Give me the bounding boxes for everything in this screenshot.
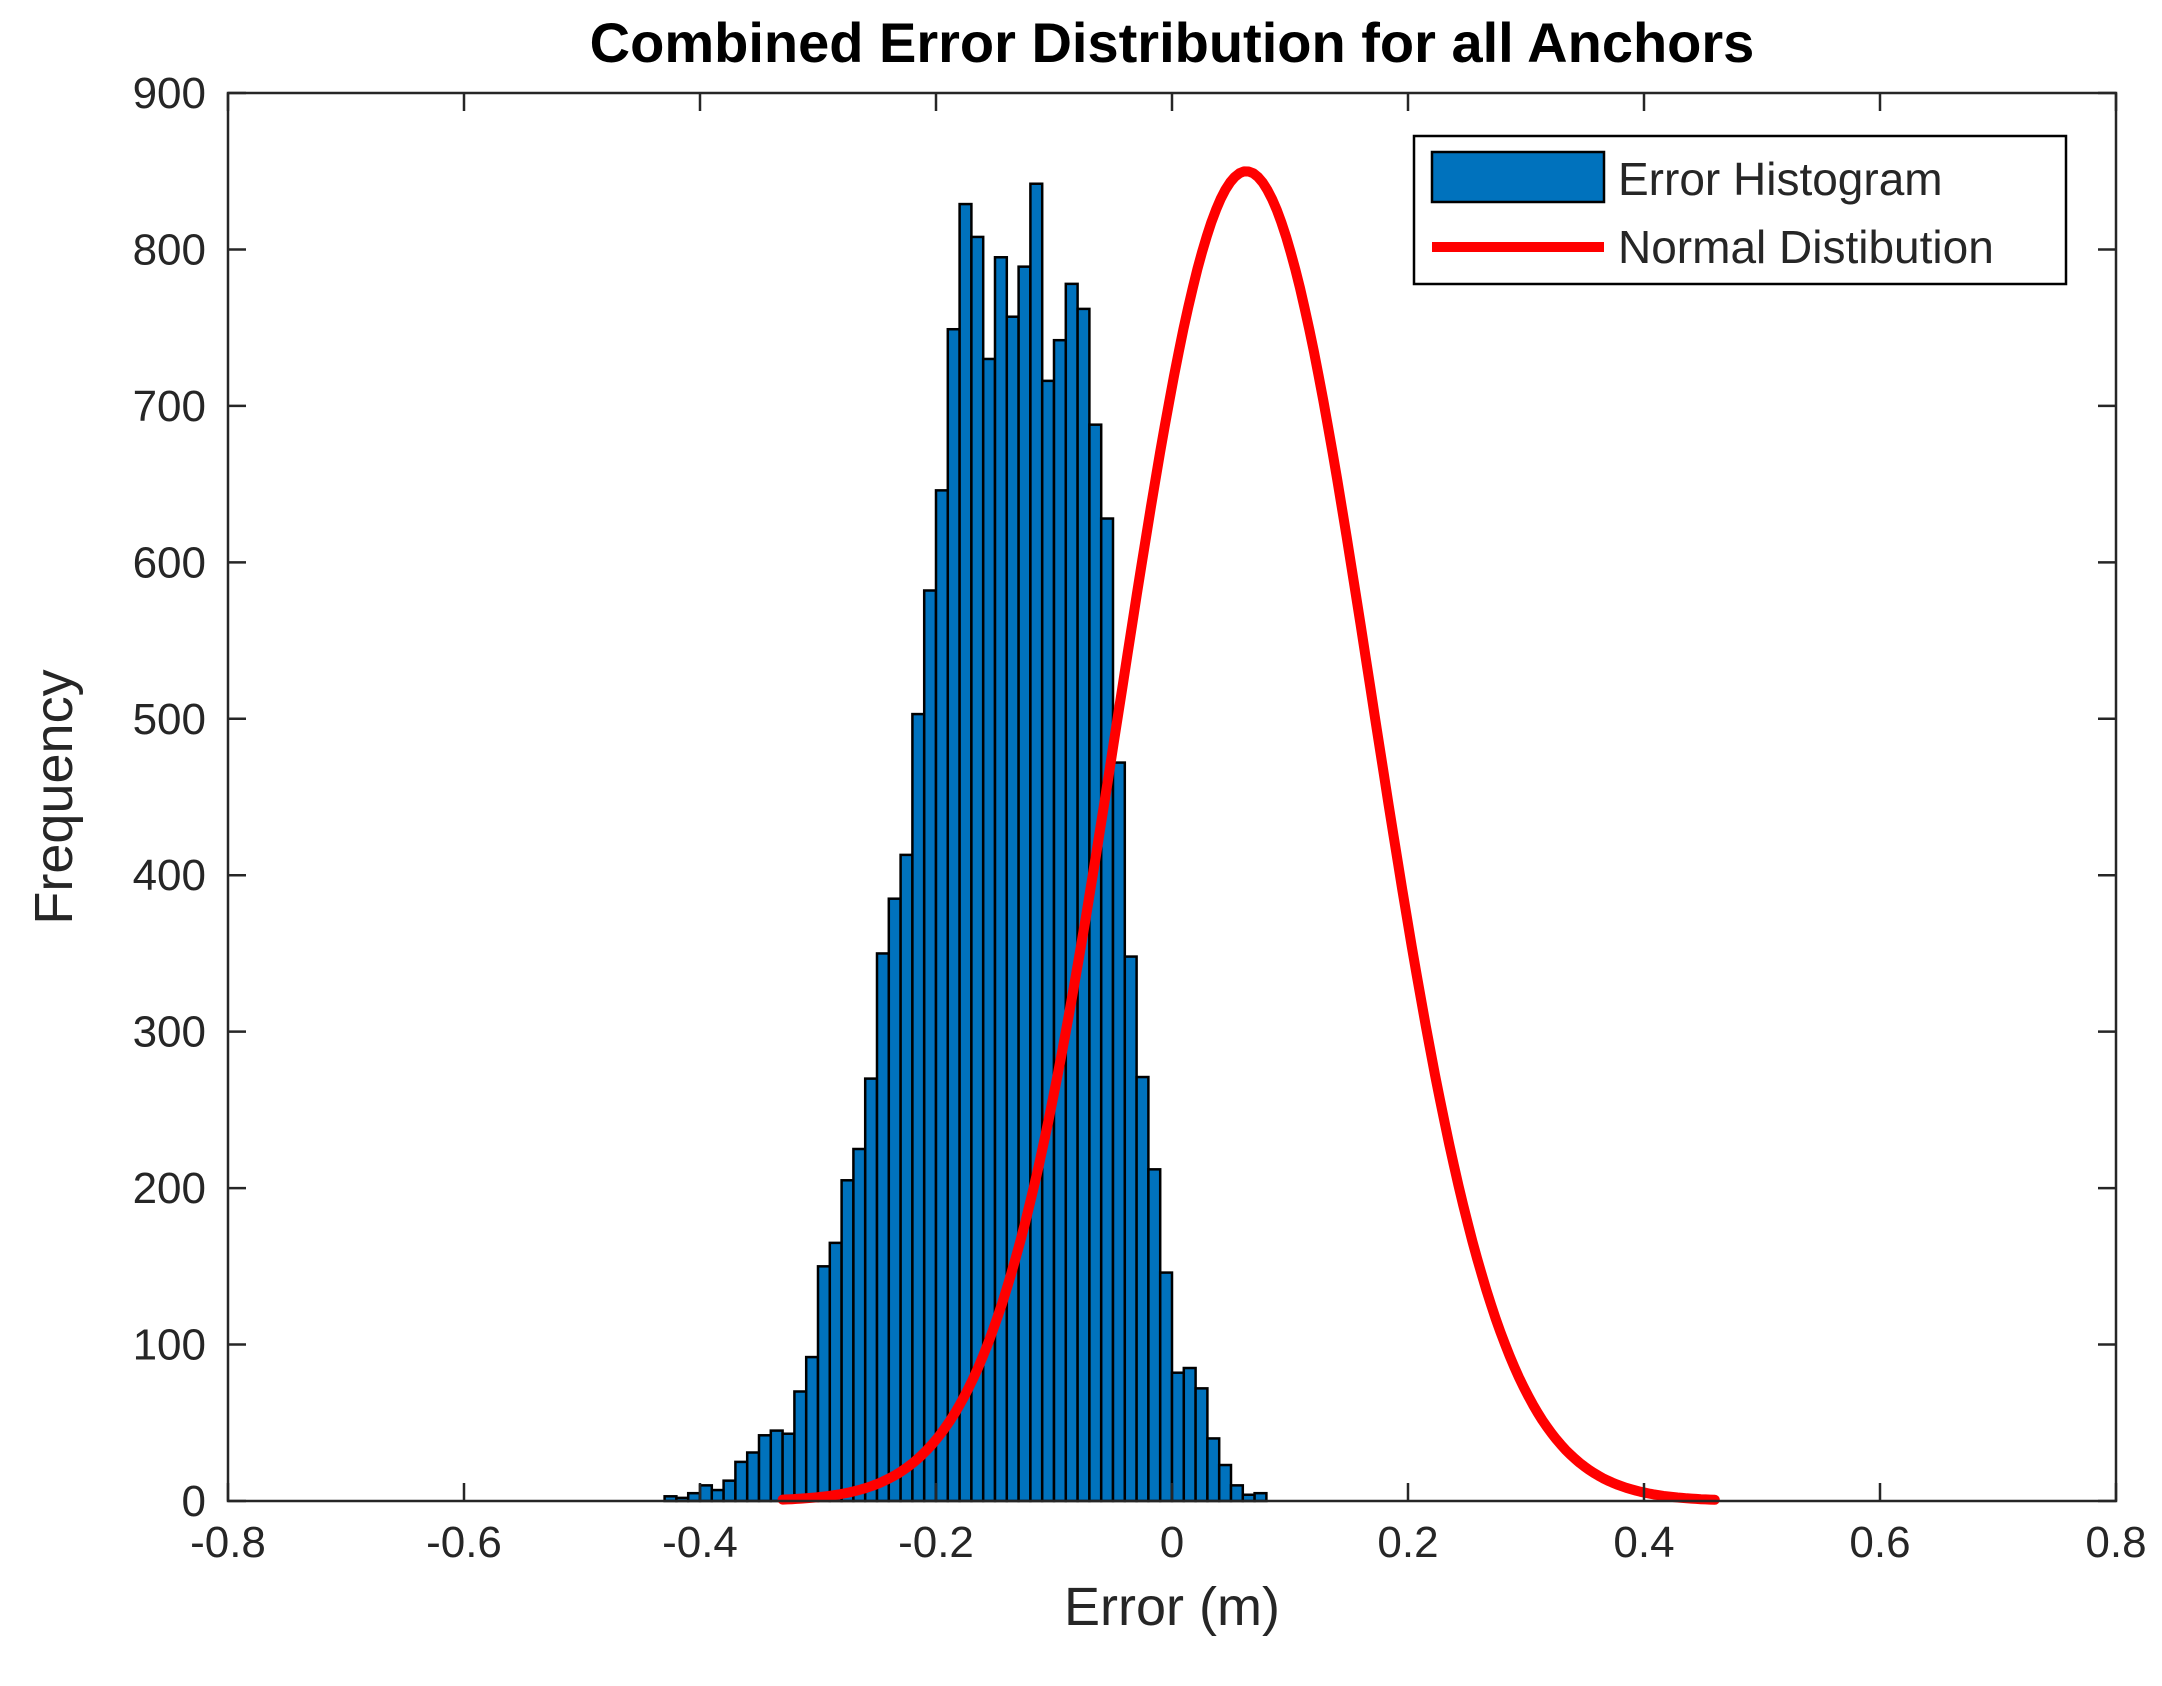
histogram-bar [1229,1484,1245,1503]
x-axis-label: Error (m) [1064,1577,1280,1637]
histogram-bar [899,853,914,1503]
histogram-bar [1147,1168,1162,1503]
x-tick-label: -0.4 [662,1518,738,1567]
histogram-bar [1182,1366,1197,1503]
histogram-bar [828,1241,843,1503]
histogram-bar [1040,379,1056,1503]
histogram-bar [1029,182,1044,1503]
histogram-bar [958,202,973,1503]
y-tick-label: 400 [133,851,206,900]
histogram-bar [946,327,961,1503]
y-tick-label: 300 [133,1008,206,1057]
legend-histogram-swatch [1430,150,1606,204]
x-tick-label: 0 [1160,1518,1184,1567]
histogram-bar [1017,265,1032,1503]
histogram-bar [1099,517,1115,1503]
x-tick-label: 0.2 [1377,1518,1438,1567]
histogram-bar [722,1479,737,1503]
y-axis-label: Frequency [24,669,84,924]
x-tick-label: -0.8 [190,1518,266,1567]
histogram-bar [922,589,938,1503]
histogram-bar [840,1179,855,1503]
y-tick-label: 200 [133,1164,206,1213]
y-axis-ticks: 0 100 200 300 400 500 600 700 800 900 [133,69,2116,1526]
histogram-bar [1135,1075,1150,1503]
histogram-bar [863,1077,879,1503]
histogram-bar [804,1355,820,1503]
histogram-bar [970,235,985,1503]
y-tick-label: 700 [133,382,206,431]
histogram-bar [1005,315,1020,1503]
histogram-bar [934,489,950,1503]
histogram-bar [793,1390,808,1503]
histogram-bar [698,1484,714,1503]
histogram-bar [769,1429,784,1503]
histogram-bar [887,897,902,1503]
x-tick-label: 0.4 [1613,1518,1674,1567]
chart-title: Combined Error Distribution for all Anch… [590,11,1755,74]
x-tick-label: 0.6 [1849,1518,1910,1567]
histogram-bar [852,1147,867,1503]
legend: Error Histogram Normal Distibution [1412,134,2068,286]
y-tick-label: 0 [182,1477,206,1526]
x-tick-label: 0.8 [2085,1518,2146,1567]
x-axis-ticks: -0.8 -0.6 -0.4 -0.2 0 0.2 0.4 0.6 0.8 [190,93,2147,1567]
histogram-bar [781,1432,796,1503]
histogram-bar [1194,1387,1209,1503]
x-tick-label: -0.6 [426,1518,502,1567]
y-tick-label: 900 [133,69,206,118]
histogram-bar [745,1451,761,1503]
histogram-bar [1111,761,1127,1503]
x-tick-label: -0.2 [898,1518,974,1567]
y-tick-label: 100 [133,1321,206,1370]
y-tick-label: 500 [133,695,206,744]
normal-distribution-curve [777,166,1720,1505]
legend-histogram-label: Error Histogram [1618,153,1943,205]
histogram-bar [875,952,891,1503]
histogram-bar [816,1265,832,1503]
y-tick-label: 600 [133,538,206,587]
histogram-bar [911,712,926,1503]
histogram-bar [757,1434,773,1503]
histogram-bars [663,182,1268,1503]
histogram-bar [1064,282,1079,1503]
histogram-bar [1170,1371,1186,1503]
histogram-bar [1158,1271,1174,1503]
y-tick-label: 800 [133,225,206,274]
histogram-bar [710,1488,725,1503]
histogram-bar [1206,1437,1221,1503]
histogram-bar [734,1460,749,1503]
histogram-bar [1088,423,1103,1503]
histogram-bar [1123,955,1138,1503]
histogram-bar [1217,1463,1233,1503]
legend-normal-label: Normal Distibution [1618,221,1994,273]
histogram-bar [1052,338,1068,1503]
